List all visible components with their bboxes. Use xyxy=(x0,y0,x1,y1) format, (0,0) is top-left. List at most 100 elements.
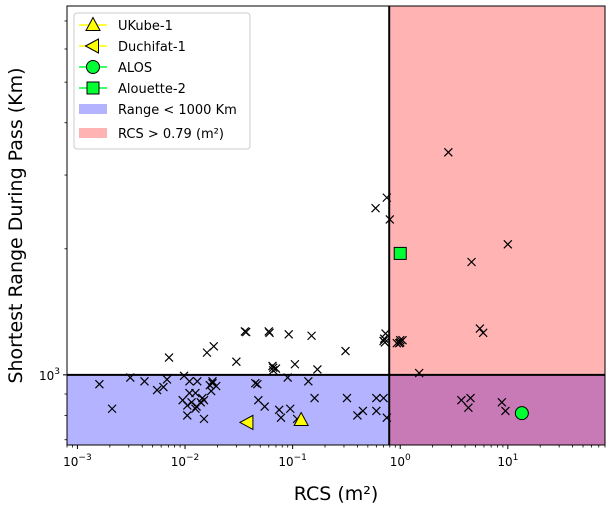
data-point xyxy=(268,363,278,373)
data-point xyxy=(501,406,510,416)
data-point xyxy=(497,397,507,407)
legend-swatch xyxy=(79,104,107,114)
data-point xyxy=(503,239,513,249)
data-point xyxy=(208,376,217,386)
data-point xyxy=(231,357,241,367)
axis-ticks: 10−3 10−2 10−1 100 101 103 xyxy=(39,20,606,469)
data-point xyxy=(382,413,392,423)
data-point xyxy=(192,376,202,386)
legend-label: UKube-1 xyxy=(118,19,173,34)
legend-entry-ukube-1: UKube-1 xyxy=(79,16,173,34)
legend-entry-alos: ALOS xyxy=(79,60,152,76)
data-point xyxy=(125,373,135,383)
data-point xyxy=(159,382,168,392)
legend-marker xyxy=(85,16,101,31)
data-point xyxy=(107,404,117,414)
legend-label: Alouette-2 xyxy=(118,82,186,97)
highlighted-satellites xyxy=(238,246,529,431)
point-alos xyxy=(514,406,529,421)
legend-label: Range < 1000 Km xyxy=(118,103,237,118)
data-point xyxy=(380,338,390,347)
region-rcs-above-threshold xyxy=(389,6,605,445)
data-point xyxy=(358,406,368,416)
legend-entry-alouette-2: Alouette-2 xyxy=(79,81,186,97)
data-point xyxy=(466,393,475,403)
data-point xyxy=(443,147,453,157)
data-point xyxy=(199,395,209,405)
data-point xyxy=(312,365,322,374)
data-point xyxy=(199,414,209,424)
data-points xyxy=(94,147,513,424)
data-point xyxy=(208,378,217,388)
data-point xyxy=(274,405,284,415)
x-tick-label: 10−3 xyxy=(63,453,92,469)
y-axis-label: Shortest Range During Pass (Km) xyxy=(5,67,27,383)
legend-marker xyxy=(84,38,99,54)
data-point xyxy=(285,404,295,414)
data-point xyxy=(191,388,200,398)
x-tick-label: 101 xyxy=(497,453,518,469)
data-point xyxy=(185,376,194,386)
legend-label: RCS > 0.79 (m²) xyxy=(118,127,224,142)
data-point xyxy=(341,346,350,356)
point-ukube-1 xyxy=(293,411,309,427)
data-point xyxy=(310,393,320,403)
data-point xyxy=(379,393,388,403)
data-point xyxy=(209,341,219,351)
data-point xyxy=(191,404,200,414)
data-point xyxy=(206,386,216,396)
data-point xyxy=(284,329,294,339)
data-point xyxy=(140,376,149,386)
data-point xyxy=(252,379,262,389)
data-point xyxy=(94,379,104,389)
data-point xyxy=(307,331,316,341)
legend-entry-region-1: Range < 1000 Km xyxy=(79,103,237,118)
data-point xyxy=(182,411,192,420)
plot-frame xyxy=(66,5,606,446)
data-point xyxy=(467,257,476,267)
data-point xyxy=(395,338,405,347)
data-point xyxy=(271,364,281,374)
legend-box xyxy=(73,12,251,150)
data-point xyxy=(265,328,274,338)
legend-entry-duchifat-1: Duchifat-1 xyxy=(79,38,186,55)
threshold-regions xyxy=(67,6,605,445)
data-point xyxy=(385,215,395,224)
data-point xyxy=(260,402,270,411)
data-point xyxy=(241,327,251,337)
data-point xyxy=(379,334,389,344)
data-point xyxy=(382,193,392,203)
legend: UKube-1 Duchifat-1 ALOS Alouette-2 Range < 1… xyxy=(73,12,251,150)
data-point xyxy=(456,395,466,405)
data-point xyxy=(182,401,192,410)
data-point xyxy=(352,411,362,420)
legend-swatch xyxy=(79,128,107,138)
data-point xyxy=(164,353,174,362)
threshold-lines xyxy=(67,6,605,445)
data-point xyxy=(276,413,286,423)
legend-label: Duchifat-1 xyxy=(118,40,186,55)
data-point xyxy=(395,335,405,345)
data-point xyxy=(371,393,381,403)
data-point xyxy=(303,376,313,386)
data-point xyxy=(290,359,300,369)
legend-label: ALOS xyxy=(118,61,152,76)
x-tick-label: 100 xyxy=(390,453,411,469)
region-overlap xyxy=(389,374,605,445)
legend-entry-region-2: RCS > 0.79 (m²) xyxy=(79,127,224,142)
y-tick-label: 103 xyxy=(39,367,60,383)
data-point xyxy=(475,324,485,333)
data-point xyxy=(152,385,162,395)
x-tick-label: 10−1 xyxy=(278,453,307,469)
data-point xyxy=(162,375,172,384)
data-point xyxy=(342,393,352,403)
data-point xyxy=(283,373,293,383)
data-point xyxy=(463,403,473,413)
data-point xyxy=(381,329,390,338)
data-point xyxy=(371,406,381,416)
data-point xyxy=(478,328,488,338)
data-point xyxy=(250,378,260,388)
x-axis-label: RCS (m²) xyxy=(294,483,379,505)
point-alouette-2 xyxy=(393,246,407,260)
